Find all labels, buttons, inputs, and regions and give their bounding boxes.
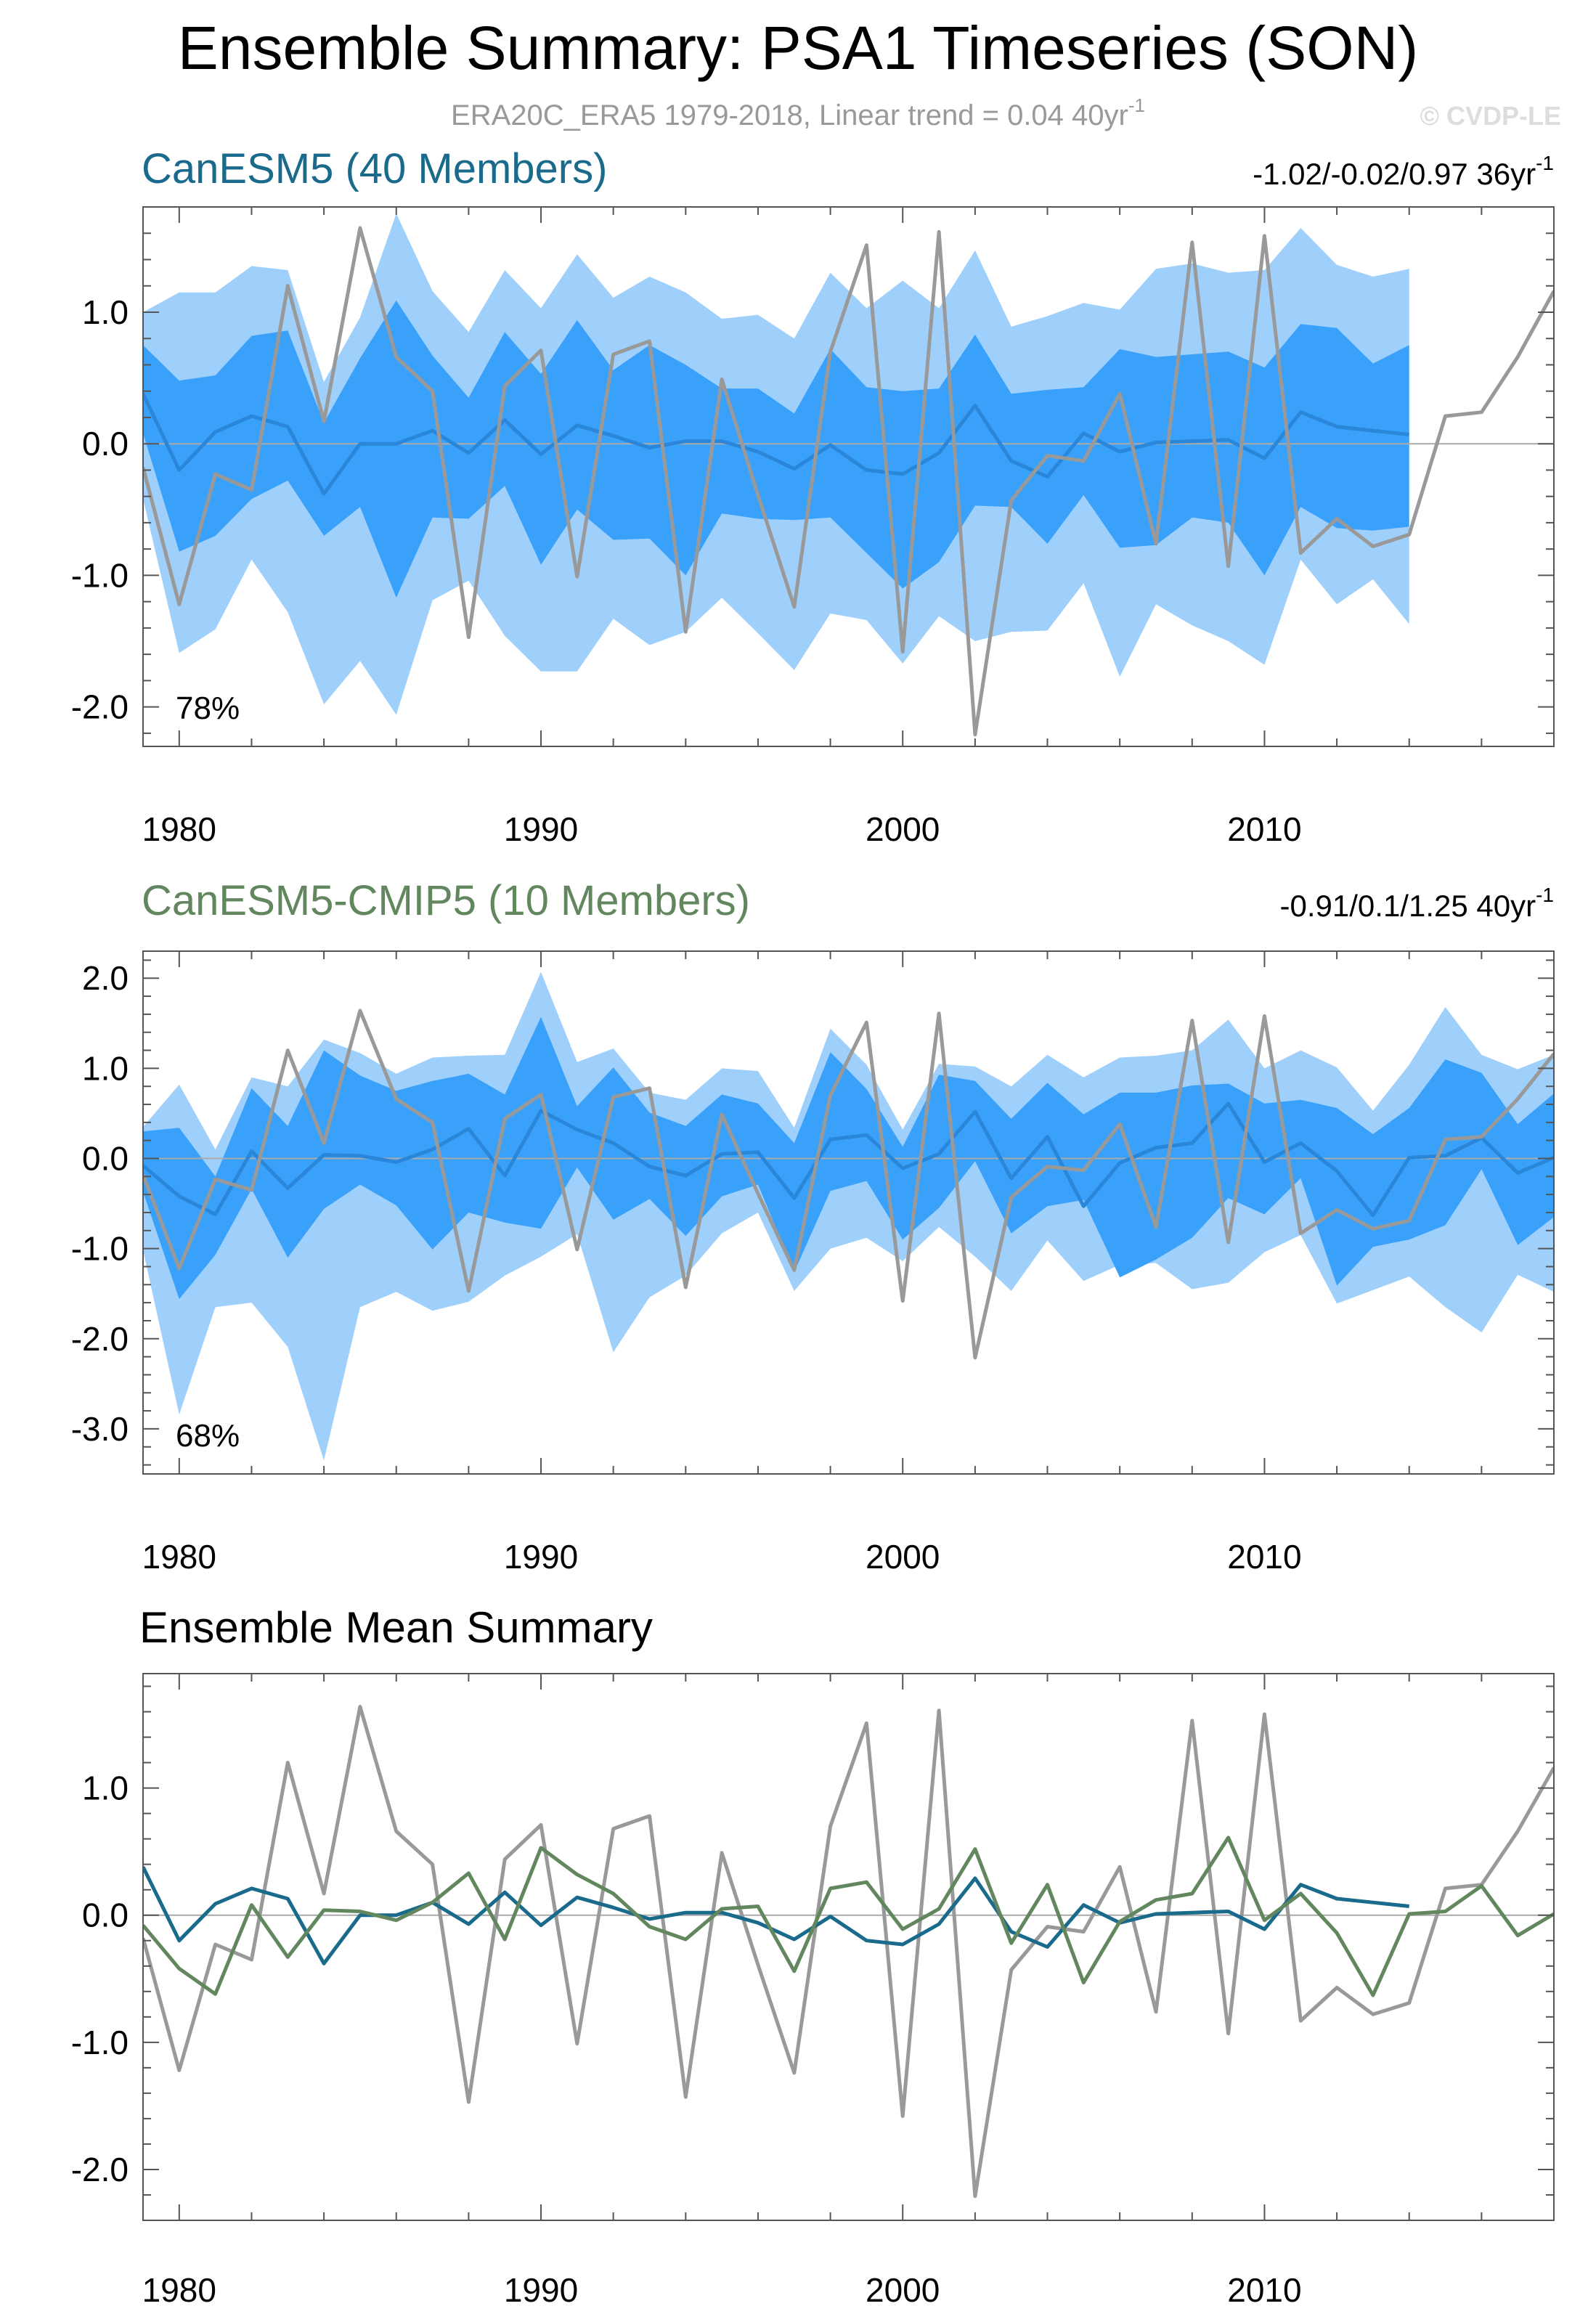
panel-ensemble-mean-summary: Ensemble Mean Summary -2.0 -1.0 0.0 1.0 1980… xyxy=(71,1603,1555,2309)
panel2-xtick-label: 2000 xyxy=(866,1538,940,1576)
panel2-percent-label: 68% xyxy=(176,1418,240,1454)
figure-subtitle: ERA20C_ERA5 1979-2018, Linear trend = 0.… xyxy=(451,94,1145,131)
panel1-ytick-label: 0.0 xyxy=(82,425,129,463)
panel1-ytick-label: -2.0 xyxy=(71,688,129,726)
panel2-trend-exp: -1 xyxy=(1536,884,1554,906)
figure-title: Ensemble Summary: PSA1 Timeseries (SON) xyxy=(178,14,1418,82)
panel2-observed-line xyxy=(143,1009,1554,1360)
panel3-frame xyxy=(142,1673,1555,2221)
panel3-ytick-label: 1.0 xyxy=(82,1769,129,1807)
panel3-plot-area xyxy=(143,1705,1554,2199)
panel2-ytick-label: 0.0 xyxy=(82,1140,129,1178)
panel2-xtick-label: 1980 xyxy=(142,1538,216,1576)
panel1-ensemble-mean-line xyxy=(143,393,1409,496)
panel3-xtick-label: 2000 xyxy=(866,2271,940,2309)
panel1-observed-line xyxy=(143,226,1554,737)
panel2-xtick-label: 2010 xyxy=(1227,1538,1301,1576)
panel3-ytick-label: -2.0 xyxy=(71,2151,129,2188)
panel1-xtick-label: 2000 xyxy=(866,810,940,848)
panel2-ensemble-mean-line xyxy=(143,1101,1554,1218)
panel2-ytick-label: -1.0 xyxy=(71,1230,129,1268)
panel1-trend-main: -1.02/-0.02/0.97 36yr xyxy=(1253,157,1536,191)
panel2-plot-area xyxy=(143,971,1554,1461)
panel1-title: CanESM5 (40 Members) xyxy=(142,145,607,192)
panel3-series-observed xyxy=(143,1705,1554,2199)
panel1-percent-label: 78% xyxy=(176,690,240,726)
credit-label: © CVDP-LE xyxy=(1420,101,1561,131)
panel1-frame xyxy=(142,206,1555,747)
panel1-trend: -1.02/-0.02/0.97 36yr-1 xyxy=(1253,152,1554,191)
panel1-trend-exp: -1 xyxy=(1536,152,1554,174)
panel2-ytick-label: -3.0 xyxy=(71,1410,129,1448)
subtitle-main: ERA20C_ERA5 1979-2018, Linear trend = 0.… xyxy=(451,99,1128,131)
panel3-xtick-label: 1990 xyxy=(504,2271,578,2309)
panel2-ytick-label: 2.0 xyxy=(82,959,129,997)
panel3-title: Ensemble Mean Summary xyxy=(139,1603,653,1652)
panel1-xtick-label: 1980 xyxy=(142,810,216,848)
panel3-series-canesm5 xyxy=(143,1866,1409,1965)
panel1-xtick-label: 2010 xyxy=(1227,810,1301,848)
panel3-ytick-label: 0.0 xyxy=(82,1897,129,1934)
panel3-series-canesm5-cmip5 xyxy=(143,1836,1554,1997)
panel1-inner-spread-band xyxy=(143,300,1409,598)
panel2-xtick-label: 1990 xyxy=(504,1538,578,1576)
panel2-ytick-label: 1.0 xyxy=(82,1049,129,1087)
panel1-xtick-label: 1990 xyxy=(504,810,578,848)
panel2-trend-main: -0.91/0.1/1.25 40yr xyxy=(1280,889,1536,923)
subtitle-exp: -1 xyxy=(1128,94,1145,116)
panel2-title: CanESM5-CMIP5 (10 Members) xyxy=(142,877,750,924)
panel3-xtick-label: 2010 xyxy=(1227,2271,1301,2309)
panel1-ytick-label: 1.0 xyxy=(82,293,129,331)
panel-canesm5-cmip5: CanESM5-CMIP5 (10 Members) -0.91/0.1/1.2… xyxy=(71,877,1555,1576)
panel2-trend: -0.91/0.1/1.25 40yr-1 xyxy=(1280,884,1554,923)
panel3-xtick-label: 1980 xyxy=(142,2271,216,2309)
panel-canesm5: CanESM5 (40 Members) -1.02/-0.02/0.97 36… xyxy=(71,145,1555,848)
panel1-plot-area xyxy=(143,213,1554,737)
panel2-ytick-label: -2.0 xyxy=(71,1320,129,1358)
panel3-ytick-label: -1.0 xyxy=(71,2024,129,2061)
panel1-ytick-label: -1.0 xyxy=(71,556,129,594)
